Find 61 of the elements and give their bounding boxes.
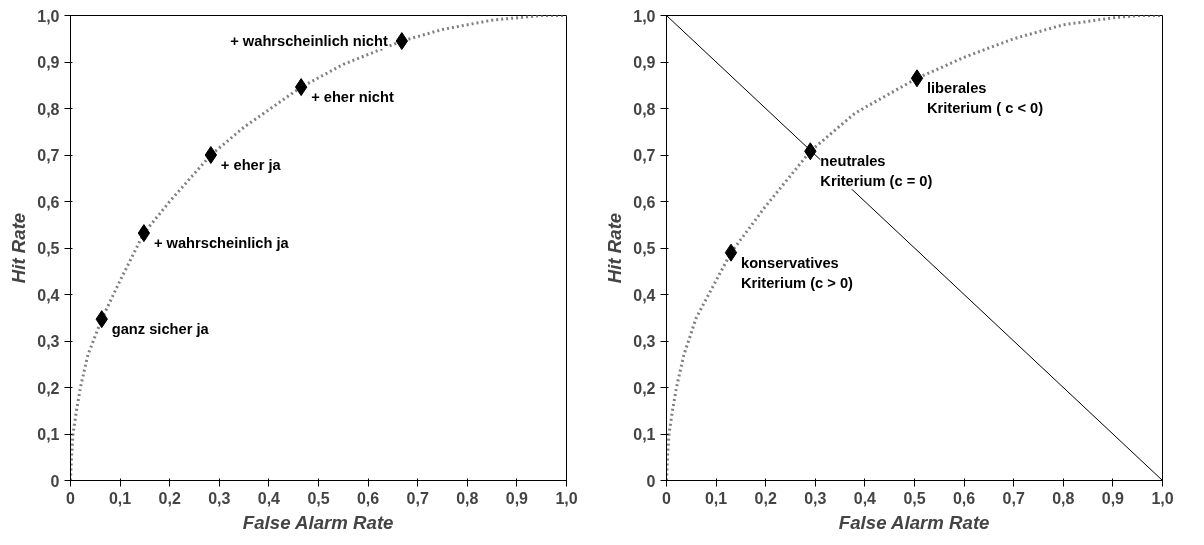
annotation: konservatives Kriterium (c > 0) bbox=[740, 254, 854, 291]
x-tick-label: 0,2 bbox=[158, 489, 181, 507]
annotation: ganz sicher ja bbox=[111, 321, 210, 338]
x-tick-label: 0,7 bbox=[1002, 489, 1025, 507]
x-axis-title: False Alarm Rate bbox=[242, 511, 394, 533]
y-tick-label: 0,9 bbox=[633, 54, 656, 71]
y-tick-label: 0,6 bbox=[633, 193, 656, 211]
y-tick-label: 0,3 bbox=[633, 333, 656, 350]
y-tick-label: 1,0 bbox=[633, 7, 656, 25]
point bbox=[724, 243, 738, 262]
x-tick-label: 0,5 bbox=[307, 489, 330, 507]
y-tick-label: 0,4 bbox=[633, 286, 656, 304]
x-tick-label: 0,8 bbox=[456, 489, 479, 507]
x-tick-label: 0,2 bbox=[754, 489, 777, 507]
y-tick-label: 0,8 bbox=[633, 100, 656, 118]
x-tick-label: 0,1 bbox=[704, 489, 728, 507]
x-tick-label: 0,4 bbox=[257, 489, 281, 507]
point bbox=[294, 78, 308, 97]
x-tick-label: 0,9 bbox=[1101, 489, 1125, 507]
x-tick-label: 0,6 bbox=[952, 489, 976, 507]
y-axis-title: Hit Rate bbox=[604, 212, 626, 284]
x-tick-label: 0,9 bbox=[505, 489, 529, 507]
annotation: + wahrscheinlich ja bbox=[153, 235, 290, 252]
y-tick-label: 0,7 bbox=[633, 147, 656, 164]
x-tick-label: 1,0 bbox=[555, 489, 578, 507]
annotation: + eher nicht bbox=[311, 89, 394, 106]
y-tick-label: 0,6 bbox=[37, 193, 60, 211]
x-tick-label: 0,1 bbox=[108, 489, 132, 507]
x-tick-label: 0,6 bbox=[356, 489, 380, 507]
y-tick-label: 0,2 bbox=[633, 379, 656, 397]
y-tick-label: 0,2 bbox=[37, 379, 60, 397]
annotation: liberales Kriterium ( c < 0) bbox=[926, 80, 1044, 117]
y-tick-label: 0,5 bbox=[37, 240, 60, 257]
x-tick-label: 0,8 bbox=[1052, 489, 1075, 507]
y-axis-title: Hit Rate bbox=[8, 212, 30, 284]
y-tick-label: 0,1 bbox=[37, 426, 60, 443]
y-tick-label: 0,9 bbox=[37, 54, 60, 71]
y-tick-label: 0,7 bbox=[37, 147, 60, 164]
x-tick-label: 0,4 bbox=[853, 489, 877, 507]
annotation: + wahrscheinlich nicht bbox=[230, 33, 388, 50]
y-tick-label: 0,3 bbox=[37, 333, 60, 350]
y-tick-label: 1,0 bbox=[37, 7, 60, 25]
x-axis-title: False Alarm Rate bbox=[838, 511, 990, 533]
y-tick-label: 0,8 bbox=[37, 100, 60, 118]
x-tick-label: 0,5 bbox=[903, 489, 926, 507]
point bbox=[910, 69, 924, 88]
y-tick-label: 0 bbox=[50, 472, 60, 490]
x-tick-label: 0,3 bbox=[804, 489, 827, 507]
x-tick-label: 1,0 bbox=[1151, 489, 1174, 507]
annotation: neutrales Kriterium (c = 0) bbox=[820, 153, 933, 190]
y-tick-label: 0,5 bbox=[633, 240, 656, 257]
y-tick-label: 0,4 bbox=[37, 286, 60, 304]
annotation: + eher ja bbox=[220, 157, 282, 173]
point bbox=[137, 224, 151, 243]
x-tick-label: 0 bbox=[66, 489, 76, 507]
x-tick-label: 0 bbox=[662, 489, 672, 507]
y-tick-label: 0,1 bbox=[633, 426, 656, 443]
point bbox=[204, 146, 218, 164]
x-tick-label: 0,7 bbox=[406, 489, 429, 507]
y-tick-label: 0 bbox=[646, 472, 656, 490]
x-tick-label: 0,3 bbox=[208, 489, 231, 507]
